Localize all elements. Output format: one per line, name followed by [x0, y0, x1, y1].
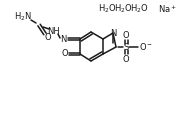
Text: O: O — [62, 49, 68, 58]
Text: H$_2$N: H$_2$N — [14, 11, 32, 23]
Text: NH: NH — [48, 26, 60, 35]
Text: O: O — [123, 31, 129, 40]
Text: N: N — [110, 29, 116, 38]
Text: Na$^+$: Na$^+$ — [158, 3, 177, 15]
Text: O: O — [45, 33, 51, 42]
Text: N: N — [60, 35, 66, 44]
Text: H$_2$O: H$_2$O — [130, 3, 149, 15]
Text: O: O — [123, 55, 129, 64]
Text: H$_2$O: H$_2$O — [114, 3, 132, 15]
Text: H$_2$O: H$_2$O — [98, 3, 116, 15]
Text: S: S — [123, 42, 129, 51]
Text: O$^-$: O$^-$ — [139, 42, 153, 53]
